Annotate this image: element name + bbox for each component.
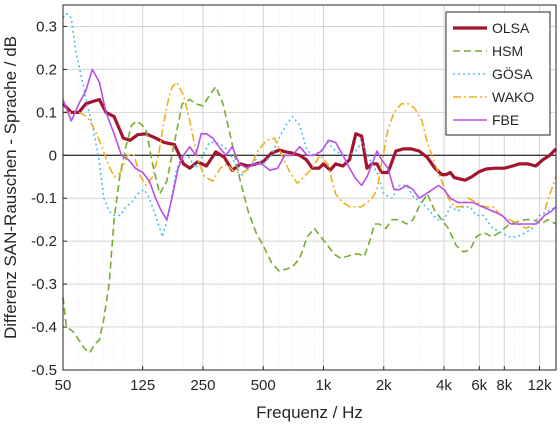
legend-label-1: HSM [492, 43, 523, 59]
legend-label-2: GÖSA [492, 65, 533, 82]
x-tick-label: 250 [190, 377, 215, 394]
y-tick-label: -0.3 [31, 276, 57, 293]
y-tick-label: -0.2 [31, 233, 57, 250]
x-tick-label: 50 [55, 377, 72, 394]
x-tick-label: 2k [376, 377, 392, 394]
y-tick-label: 0 [49, 147, 57, 164]
x-tick-label: 12k [527, 377, 552, 394]
x-axis-label: Frequenz / Hz [256, 403, 363, 422]
x-tick-label: 8k [496, 377, 512, 394]
plot-frame [62, 4, 557, 371]
series-line-3 [63, 81, 557, 230]
series-line-0 [61, 97, 558, 182]
series-line-4 [62, 68, 557, 225]
legend-label-3: WAKO [492, 89, 534, 105]
x-tick-label: 6k [471, 377, 487, 394]
y-tick-label: -0.4 [31, 319, 57, 336]
legend: OLSA HSM GÖSA WAKO FBE [445, 11, 551, 136]
y-axis-label: Differenz SAN-Rauschen - Sprache / dB [1, 36, 20, 339]
series-line-2 [62, 12, 557, 238]
x-tick-label: 4k [436, 377, 452, 394]
legend-label-0: OLSA [492, 20, 530, 36]
y-tick-label: -0.5 [31, 362, 57, 379]
legend-label-4: FBE [492, 112, 519, 128]
x-tick-label: 125 [130, 377, 155, 394]
axis-ticks: 50 125 250 500 1k 2k 4k 6k 8k 12k 0.3 0.2 0.1 0 -0.1 -0… [31, 18, 552, 394]
y-tick-label: 0.3 [36, 18, 57, 35]
x-tick-label: 1k [316, 377, 332, 394]
y-tick-label: 0.1 [36, 104, 57, 121]
y-tick-label: 0.2 [36, 61, 57, 78]
series-lines [61, 12, 558, 354]
y-tick-label: -0.1 [31, 190, 57, 207]
x-tick-label: 500 [251, 377, 276, 394]
